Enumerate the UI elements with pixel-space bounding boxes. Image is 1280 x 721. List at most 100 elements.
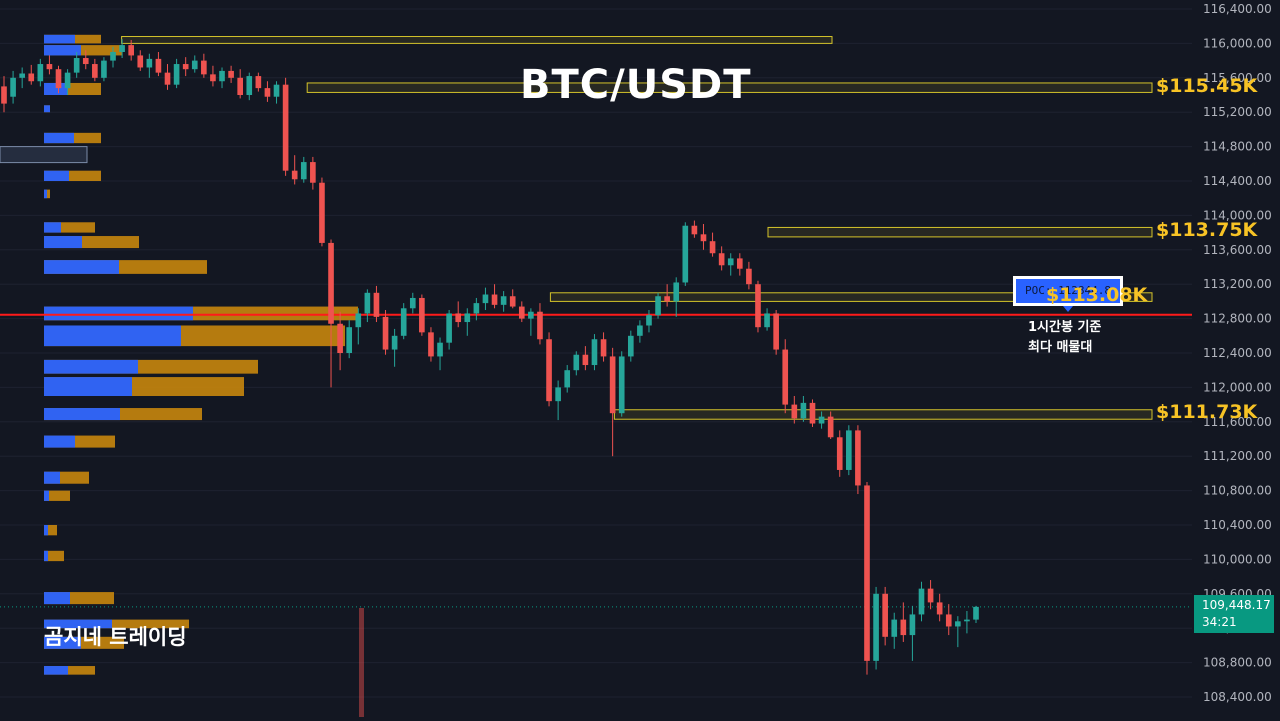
profile-bar-buy [44, 408, 120, 421]
candle-body [582, 354, 589, 366]
profile-bar-buy [44, 105, 50, 113]
y-tick-label: 111,600.00 [1203, 415, 1272, 429]
profile-bar-buy [44, 306, 193, 321]
y-tick-label: 113,600.00 [1203, 243, 1272, 257]
candle-body [82, 58, 89, 65]
watermark-text: 곰지네 트레이딩 [44, 625, 187, 649]
candle-body [191, 60, 198, 70]
profile-bar-sell [44, 45, 122, 56]
candle-body [655, 296, 661, 316]
candle-body [945, 614, 952, 627]
candle-body [119, 45, 125, 52]
poc-label: POC: 112844.8 [1013, 276, 1123, 306]
candle-body [718, 253, 725, 266]
candle-body [609, 356, 616, 414]
zone-label: $115.45K [1156, 74, 1258, 97]
candle-body [691, 225, 698, 235]
candle-body [55, 69, 62, 89]
candle-body [391, 335, 398, 350]
candle-body [228, 70, 234, 78]
candle-body [164, 72, 171, 85]
candle-body [346, 327, 353, 353]
profile-bar-buy [44, 34, 75, 44]
candle-body [564, 370, 571, 388]
candle-body [19, 73, 25, 78]
y-tick-label: 113,200.00 [1203, 277, 1272, 291]
candle-body [528, 311, 534, 319]
candle-body [419, 297, 425, 333]
candle-body [646, 315, 652, 326]
profile-bar-buy [44, 222, 61, 233]
y-tick-label: 110,800.00 [1203, 484, 1272, 498]
zone-box [767, 226, 1153, 238]
profile-bar-sell [44, 666, 95, 675]
candle-body [137, 55, 144, 68]
candle-body [173, 64, 180, 85]
candle-body [800, 402, 807, 419]
zone-box [306, 82, 1153, 93]
profile-bar-sell [44, 490, 70, 501]
zone-box [0, 146, 88, 164]
candle-body [246, 76, 253, 95]
candle-body [264, 88, 271, 97]
candle-body [300, 162, 307, 180]
candle-body [727, 258, 734, 266]
candle-body [955, 621, 961, 627]
candle-body [28, 73, 35, 82]
candle-body [282, 84, 289, 171]
candle-body [546, 339, 552, 402]
poc-note-line2: 최다 매물대 [1028, 340, 1093, 355]
candle-body [918, 588, 925, 615]
zone-box [613, 409, 1153, 420]
y-tick-label: 112,000.00 [1203, 380, 1272, 394]
candle-body [746, 268, 752, 285]
y-tick-label: 116,400.00 [1203, 2, 1272, 16]
candle-body [709, 241, 716, 254]
candle-body [827, 416, 834, 438]
candle-body [836, 437, 843, 470]
candle-body [573, 354, 580, 371]
candle-body [10, 77, 16, 97]
last-price-tag[interactable]: 109,448.17 34:21 [1194, 594, 1274, 633]
candle-body [846, 430, 852, 470]
candle-body [591, 339, 598, 366]
candle-body [855, 430, 861, 486]
candle-body [537, 311, 543, 340]
candle-body [818, 416, 825, 424]
zone-box [121, 36, 833, 44]
candle-body [310, 162, 316, 183]
candle-body [773, 313, 779, 350]
candle-body [964, 619, 970, 622]
candle-body [973, 606, 979, 620]
candle-body [509, 296, 516, 307]
profile-bar-buy [44, 45, 81, 56]
y-tick-label: 115,600.00 [1203, 71, 1272, 85]
profile-bar-buy [44, 550, 48, 562]
profile-bar-sell [44, 525, 57, 536]
candle-body [219, 70, 225, 82]
y-tick-label: 116,000.00 [1203, 36, 1272, 50]
candle-body [273, 84, 280, 97]
profile-bar-sell [44, 170, 101, 181]
profile-bar-buy [44, 592, 70, 605]
candle-body [437, 342, 443, 357]
candle-body [864, 485, 870, 661]
candle-body [1, 86, 7, 104]
candle-body [873, 593, 879, 661]
y-tick-label: 108,400.00 [1203, 690, 1272, 704]
candle-body [110, 52, 116, 61]
candle-body [46, 64, 53, 70]
candle-body [473, 303, 480, 314]
candle-body [927, 588, 934, 603]
candle-body [382, 316, 389, 350]
candle-body [491, 294, 498, 305]
candles [1, 39, 979, 675]
candle-body [446, 313, 452, 343]
candle-body [201, 60, 207, 75]
poc-note: 1시간봉 기준 최다 매물대 [1028, 318, 1101, 358]
candle-body [600, 339, 607, 357]
candle-body [673, 282, 680, 302]
profile-bar-sell [44, 222, 95, 233]
candle-body [328, 242, 334, 324]
